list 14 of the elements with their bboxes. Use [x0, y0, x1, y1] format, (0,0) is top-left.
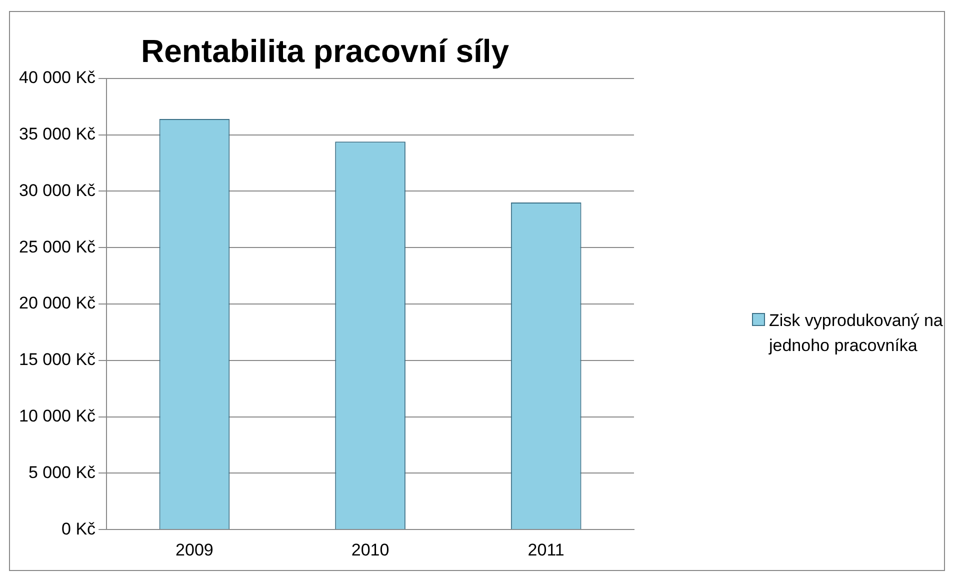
- y-tick-label: 10 000 Kč: [18, 406, 96, 426]
- y-tick-label: 5 000 Kč: [28, 462, 96, 482]
- x-tick-label: 2010: [351, 540, 390, 560]
- y-tick-label: 40 000 Kč: [18, 68, 96, 88]
- y-tick-label: 25 000 Kč: [18, 237, 96, 256]
- y-tick-label: 15 000 Kč: [18, 350, 96, 370]
- x-tick-label: 2009: [176, 540, 214, 560]
- x-tick-label: 2011: [528, 540, 564, 560]
- y-tick-label: 0 Kč: [62, 519, 96, 538]
- y-tick-label: 35 000 Kč: [18, 124, 96, 144]
- legend-label: Zisk vyprodukovaný na jednoho pracovníka: [769, 310, 944, 357]
- y-tick-label: 20 000 Kč: [18, 294, 96, 313]
- y-tick-label: 30 000 Kč: [18, 180, 96, 200]
- chart-title: Rentabilita pracovní síly: [140, 33, 510, 70]
